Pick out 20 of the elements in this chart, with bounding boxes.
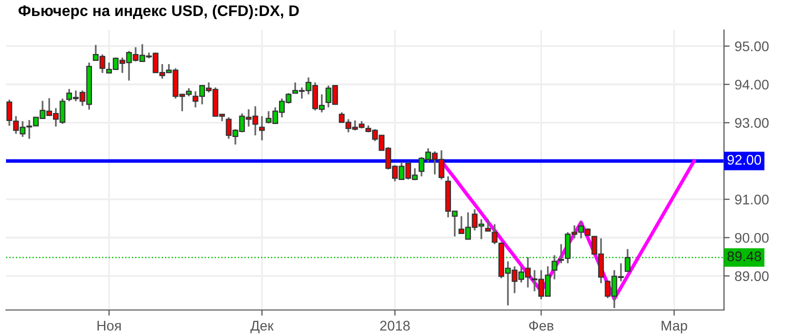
chart-title: Фьючерс на индекс USD, (CFD):DX, D [18, 4, 299, 20]
y-tick-label: 94.00 [735, 80, 769, 90]
y-tick-label: 89.00 [735, 271, 769, 282]
candlestick [558, 243, 564, 264]
y-tick-label: 93.00 [735, 118, 769, 128]
x-tick-label: Дек [250, 320, 274, 334]
x-tick-label: Фев [529, 320, 554, 331]
ref-line-label: 92.00 [728, 154, 762, 165]
candlestick [492, 223, 498, 245]
y-tick-label: 90.00 [735, 232, 769, 243]
y-tick-label: 95.00 [735, 41, 769, 52]
candlestick [624, 248, 630, 272]
candlestick [485, 218, 491, 232]
candlestick [552, 254, 558, 280]
x-tick-label: 2018 [380, 320, 410, 331]
y-tick-label: 91.00 [735, 194, 769, 204]
x-tick-label: Мар [662, 320, 688, 334]
x-tick-label: Ноя [98, 320, 121, 331]
ref-line-label: 89.48 [727, 251, 762, 262]
candlestick [259, 115, 265, 142]
